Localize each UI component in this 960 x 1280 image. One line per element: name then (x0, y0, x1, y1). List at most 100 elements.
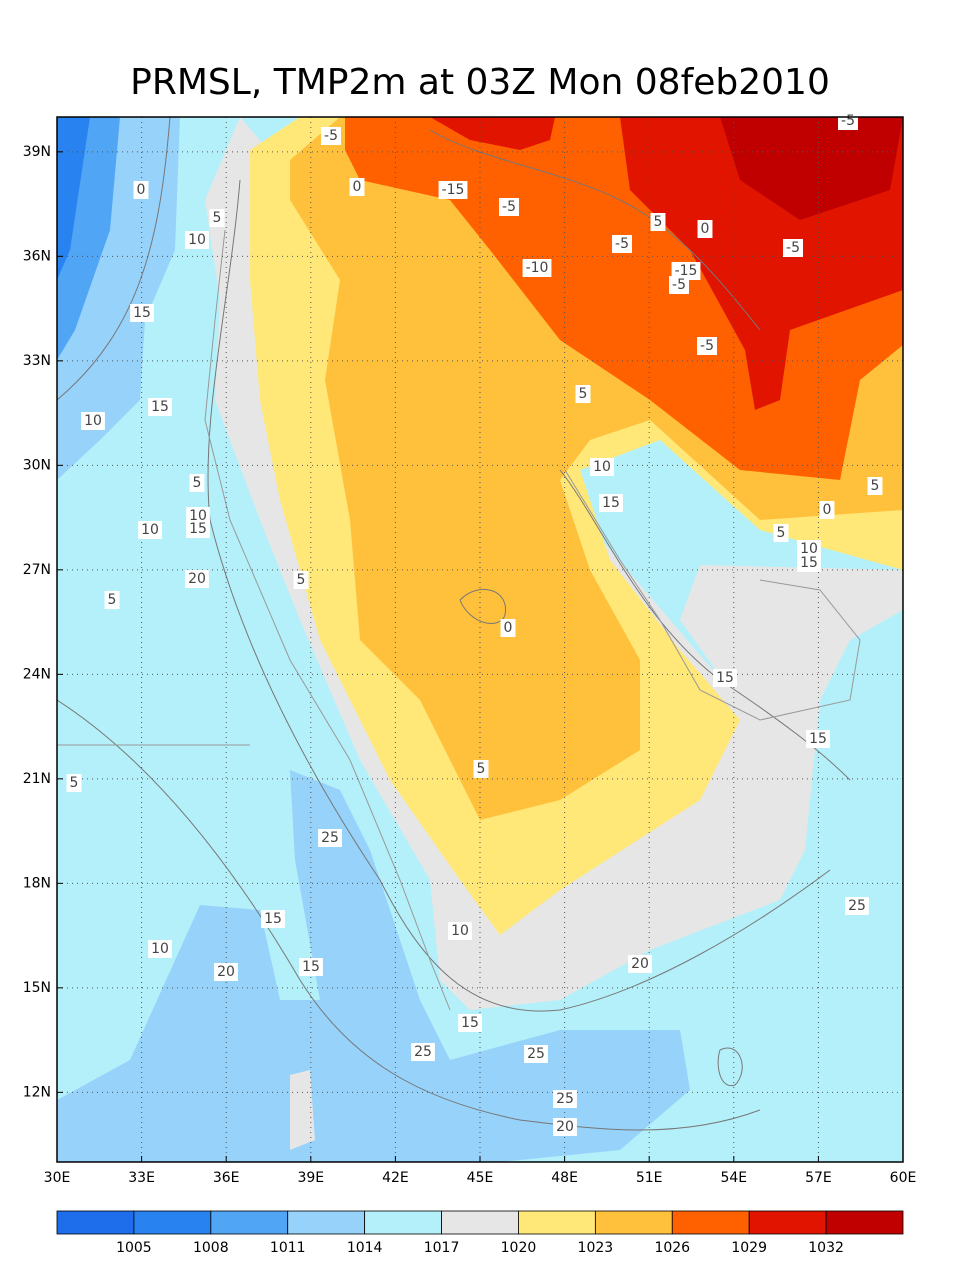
contour-label: 5 (575, 385, 591, 403)
map-title: PRMSL, TMP2m at 03Z Mon 08feb2010 (130, 62, 830, 103)
contour-label: 25 (553, 1090, 577, 1108)
contour-label: 0 (349, 178, 365, 196)
colorbar: 1005 1008 1011 1014 1017 1020 1023 1026 1029 1032 (56, 1210, 904, 1256)
contour-label-box (783, 239, 803, 257)
contour-label: 5 (650, 213, 666, 231)
contour-label: 5 (66, 774, 82, 792)
contour-label: -5 (697, 337, 717, 355)
contour-label-box (66, 774, 82, 792)
contour-label: 10 (148, 940, 172, 958)
y-tick-label: 33N (23, 353, 51, 369)
contour-label-text: 10 (151, 941, 169, 957)
contour-label: 5 (773, 524, 789, 542)
contour-label-text: -15 (442, 182, 465, 198)
contour-label: 15 (299, 958, 323, 976)
contour-label-text: 25 (848, 898, 866, 914)
y-tick-label: 15N (23, 980, 51, 996)
colorbar-label: 1014 (347, 1240, 383, 1256)
contour-label-text: 25 (527, 1046, 545, 1062)
contour-label-box (599, 494, 623, 512)
contour-label-box (458, 1014, 482, 1032)
contour-label-text: -5 (786, 240, 800, 256)
contour-label: 20 (185, 570, 209, 588)
colorbar-box (671, 1210, 750, 1235)
colorbar-box (594, 1210, 673, 1235)
contour-label-box (138, 521, 162, 539)
contour-label-box (797, 554, 821, 572)
contour-label: -5 (838, 112, 858, 130)
contour-label-box (773, 524, 789, 542)
contour-label-box (500, 619, 516, 637)
contour-label-box (575, 385, 591, 403)
contour-label: 25 (845, 897, 869, 915)
contour-label-text: 0 (504, 620, 513, 636)
contour-label-box (845, 897, 869, 915)
colorbar-label: 1017 (424, 1240, 460, 1256)
contour-label-text: 5 (777, 525, 786, 541)
contour-label-text: 10 (800, 541, 818, 557)
contour-label-text: -5 (615, 236, 629, 252)
colorbar-box (441, 1210, 519, 1235)
contour-label-text: -5 (700, 338, 714, 354)
colorbar-label: 1026 (654, 1240, 690, 1256)
colorbar-label: 1032 (808, 1240, 844, 1256)
contour-label-box (448, 922, 472, 940)
colorbar-label: 1020 (501, 1240, 537, 1256)
contour-label-box (209, 209, 225, 227)
y-tick-label: 36N (23, 248, 51, 264)
contour-label-box (104, 591, 120, 609)
contour-label: 5 (209, 209, 225, 227)
contour-label: 25 (524, 1045, 548, 1063)
contour-label-text: 15 (809, 731, 827, 747)
contour-label-text: 15 (800, 555, 818, 571)
contour-label: 5 (104, 591, 120, 609)
contour-label: 0 (133, 181, 149, 199)
contour-label-box (185, 231, 209, 249)
y-tick-label: 21N (23, 771, 51, 787)
x-tick-label: 48E (551, 1170, 578, 1186)
contour-label-text: 25 (321, 830, 339, 846)
contour-label-box (522, 259, 552, 277)
contour-label-box (713, 669, 737, 687)
colorbar-label: 1011 (270, 1240, 306, 1256)
shaded-region (720, 117, 903, 220)
contour-label-box (261, 910, 285, 928)
contour-label-box (671, 262, 701, 280)
colorbar-box (210, 1210, 289, 1235)
contour-label-box (697, 220, 713, 238)
axes: 30E 33E 36E 39E 42E 45E 48E 51E 54E 57E 60E 12N 15N 1… (23, 144, 917, 1186)
contour-label-text: 10 (593, 459, 611, 475)
contour-label: 15 (806, 730, 830, 748)
colorbar-label: 1005 (116, 1240, 152, 1256)
x-tick-label: 60E (890, 1170, 917, 1186)
contour-label-text: 5 (70, 775, 79, 791)
x-tick-label: 30E (44, 1170, 71, 1186)
contour-label-text: 20 (631, 956, 649, 972)
contour-label: 20 (214, 963, 238, 981)
shaded-region (290, 1070, 315, 1150)
contour-label: 10 (797, 540, 821, 558)
contour-label: 10 (590, 458, 614, 476)
contour-label-text: 5 (297, 572, 306, 588)
contour-label-box (148, 398, 172, 416)
contour-label-text: 0 (823, 502, 832, 518)
colorbar-label: 1029 (731, 1240, 767, 1256)
shaded-region (57, 770, 690, 1162)
contour-label-text: 5 (871, 478, 880, 494)
contour-label: 15 (797, 554, 821, 572)
contour-label-box (81, 412, 105, 430)
colorbar-label: 1023 (578, 1240, 614, 1256)
contour-label: 15 (148, 398, 172, 416)
y-tick-label: 24N (23, 666, 51, 682)
contour-label-text: 15 (602, 495, 620, 511)
y-tick-label: 18N (23, 875, 51, 891)
contour-label-box (524, 1045, 548, 1063)
colorbar-box (825, 1210, 904, 1235)
contour-label-box (553, 1090, 577, 1108)
x-tick-label: 33E (128, 1170, 155, 1186)
contour-label-box (553, 1118, 577, 1136)
contour-label: -15 (438, 181, 468, 199)
shaded-region (430, 117, 555, 150)
contour-label-box (293, 571, 309, 589)
x-tick-label: 51E (636, 1170, 663, 1186)
